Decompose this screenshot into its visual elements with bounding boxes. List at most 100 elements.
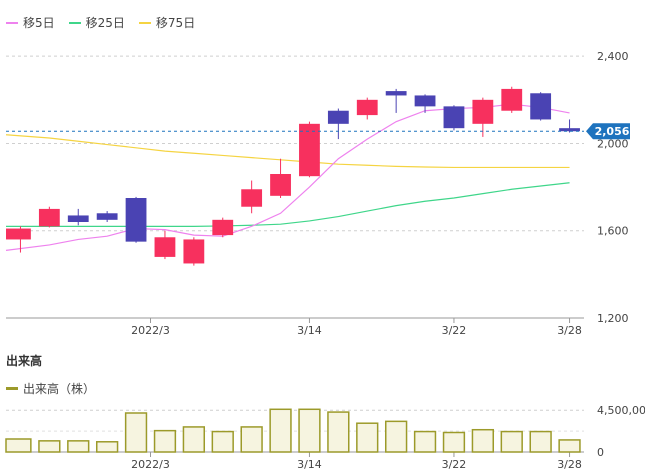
- legend-ma25[interactable]: 移25日: [68, 14, 125, 31]
- current-price-badge: [586, 123, 630, 140]
- volume-bar[interactable]: [211, 430, 234, 453]
- candle[interactable]: [443, 105, 465, 131]
- volume-gridlines: [6, 409, 584, 453]
- volume-bar[interactable]: [38, 440, 61, 453]
- volume-bar[interactable]: [182, 426, 206, 453]
- volume-bar[interactable]: [327, 411, 350, 453]
- volume-bar[interactable]: [240, 426, 263, 453]
- ma5-swatch: [6, 21, 18, 24]
- price-legend: 移5日 移25日 移75日: [6, 14, 209, 31]
- candle-body: [501, 88, 523, 111]
- x-tick-label: 3/22: [442, 324, 467, 337]
- volume-bar[interactable]: [67, 440, 90, 453]
- volume-bar[interactable]: [153, 429, 177, 453]
- price-tick-label: 1,600: [597, 225, 629, 238]
- x-tick-label: 3/28: [557, 324, 582, 337]
- legend-ma75[interactable]: 移75日: [138, 14, 196, 31]
- volume-bar[interactable]: [298, 408, 321, 453]
- ma75-swatch: [138, 21, 151, 24]
- candle[interactable]: [356, 97, 378, 120]
- candle[interactable]: [414, 94, 436, 113]
- candle-body: [6, 228, 31, 240]
- volume-bar[interactable]: [356, 422, 379, 453]
- volume-bar[interactable]: [269, 408, 292, 453]
- candle-body: [472, 99, 494, 124]
- volume-bar[interactable]: [95, 441, 119, 453]
- legend-volume-label: 出来高（株）: [23, 382, 96, 396]
- price-y-axis: 1,200 1,600 2,000 2,400: [597, 50, 629, 325]
- volume-bar[interactable]: [442, 431, 466, 453]
- x-tick-label: 3/14: [297, 324, 322, 337]
- candle-body: [154, 237, 176, 257]
- candle[interactable]: [559, 119, 580, 133]
- price-tick-label: 2,000: [597, 137, 629, 150]
- candle-body: [212, 219, 234, 236]
- candle[interactable]: [38, 206, 60, 228]
- x-tick-label: 2022/3: [131, 324, 170, 337]
- candle-body: [559, 128, 580, 132]
- volume-bars: [5, 408, 581, 453]
- candle-body: [67, 215, 89, 222]
- x-axis: 2022/3 2022/3 3/14 3/14 3/22 3/22 3/28 3/28: [131, 318, 582, 471]
- candle-body: [125, 198, 147, 242]
- candle-body: [270, 174, 291, 196]
- volume-tick-label: 0: [597, 446, 604, 459]
- ma25-swatch: [68, 21, 81, 24]
- candle[interactable]: [154, 230, 176, 260]
- candle[interactable]: [530, 92, 552, 121]
- current-price-label: 2,056: [595, 125, 630, 138]
- candle-body: [385, 91, 407, 96]
- candle[interactable]: [67, 208, 89, 226]
- legend-ma5[interactable]: 移5日: [6, 14, 55, 31]
- volume-bar[interactable]: [124, 412, 148, 453]
- price-gridlines: [6, 55, 584, 319]
- volume-x-tick-label: 3/22: [442, 458, 467, 471]
- candle[interactable]: [299, 121, 320, 178]
- legend-ma25-label: 移25日: [85, 16, 125, 30]
- price-tick-label: 1,200: [597, 312, 629, 325]
- volume-bar[interactable]: [5, 438, 32, 453]
- candle-body: [38, 208, 60, 227]
- candle[interactable]: [241, 180, 263, 214]
- candle[interactable]: [6, 226, 31, 253]
- candle[interactable]: [183, 237, 205, 266]
- price-tick-label: 2,400: [597, 50, 629, 63]
- candle-body: [299, 123, 320, 177]
- legend-volume[interactable]: 出来高（株）: [6, 380, 95, 397]
- ma75-line: [5, 134, 570, 169]
- candle-body: [241, 189, 263, 207]
- volume-axis: 0 4,500,00: [597, 404, 645, 459]
- volume-x-tick-label: 2022/3: [131, 458, 170, 471]
- candle[interactable]: [96, 211, 118, 222]
- volume-tick-label: 4,500,00: [597, 404, 645, 417]
- volume-bar[interactable]: [558, 439, 581, 453]
- candle[interactable]: [327, 108, 349, 140]
- candlesticks: [6, 86, 580, 266]
- volume-swatch: [6, 387, 18, 390]
- candle[interactable]: [385, 88, 407, 113]
- candle[interactable]: [501, 86, 523, 113]
- volume-legend: 出来高（株）: [6, 380, 109, 397]
- candle-body: [356, 99, 378, 116]
- current-price-marker: 2,056: [6, 123, 630, 140]
- candle[interactable]: [472, 97, 494, 137]
- volume-bar[interactable]: [384, 420, 408, 453]
- candle-body: [530, 93, 552, 120]
- candle[interactable]: [212, 217, 234, 238]
- legend-ma5-label: 移5日: [23, 16, 55, 30]
- volume-bar[interactable]: [413, 430, 437, 453]
- volume-bar[interactable]: [529, 430, 552, 453]
- candle-body: [327, 110, 349, 124]
- volume-bar[interactable]: [500, 430, 523, 453]
- candle-body: [96, 213, 118, 220]
- legend-ma75-label: 移75日: [155, 16, 196, 30]
- volume-bar[interactable]: [471, 428, 495, 453]
- candle-body: [414, 95, 436, 107]
- volume-x-tick-label: 3/28: [557, 458, 582, 471]
- candle[interactable]: [125, 196, 147, 243]
- candle-body: [443, 106, 465, 129]
- candle-body: [183, 239, 205, 264]
- candle[interactable]: [270, 158, 291, 198]
- volume-x-tick-label: 3/14: [297, 458, 322, 471]
